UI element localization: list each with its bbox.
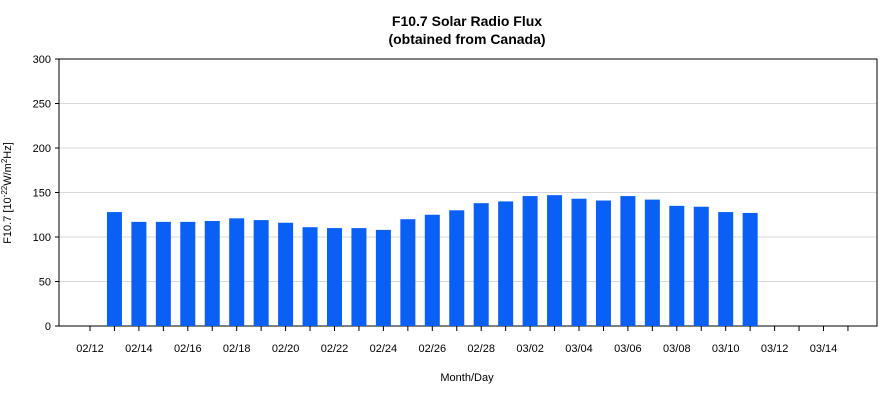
bar (106, 212, 122, 326)
y-tick-label: 250 (33, 99, 51, 111)
x-tick-label: 02/12 (76, 343, 104, 355)
x-tick-label: 02/18 (223, 343, 251, 355)
x-tick-label: 02/24 (370, 343, 398, 355)
bar (424, 214, 440, 326)
x-tick-label: 03/04 (565, 343, 593, 355)
gridlines (59, 103, 877, 282)
bar (595, 200, 611, 326)
y-axis-label-prefix: F10.7 [10 (2, 197, 14, 243)
bar (669, 205, 685, 326)
y-axis-label-suffix: Hz] (2, 142, 14, 159)
x-axis-label: Month/Day (440, 372, 494, 384)
y-axis-label: F10.7 [10-22W/m2Hz] (0, 142, 14, 244)
x-tick-label: 03/06 (614, 343, 642, 355)
bar (327, 228, 342, 326)
bar (547, 195, 563, 326)
x-tick-label: 02/22 (321, 343, 349, 355)
bars (106, 195, 758, 326)
x-tick-label: 03/12 (761, 343, 789, 355)
x-tick-label: 03/08 (663, 343, 691, 355)
x-tick-label: 02/16 (174, 343, 202, 355)
bar (204, 220, 220, 326)
bar (718, 212, 734, 326)
bar (571, 198, 587, 326)
x-tick-label: 03/14 (810, 343, 838, 355)
bar (155, 221, 171, 326)
y-axis-label-exp1: -22 (0, 185, 9, 197)
bar (449, 210, 465, 326)
x-tick-label: 02/20 (272, 343, 300, 355)
bar (351, 228, 367, 326)
y-tick-label: 0 (45, 321, 51, 333)
bar (522, 196, 538, 326)
x-tick-label: 02/26 (419, 343, 447, 355)
bar (644, 199, 660, 326)
y-axis: 0 50 100 150 200 250 300 (33, 54, 59, 333)
bar (131, 221, 147, 326)
y-axis-label-exp2: 2 (0, 158, 9, 163)
y-axis-label-mid: W/m (2, 163, 14, 186)
x-tick-label: 03/02 (516, 343, 544, 355)
bar (253, 220, 269, 326)
bar (229, 218, 245, 326)
bar (302, 227, 318, 326)
bar (375, 229, 391, 326)
y-tick-label: 200 (33, 143, 51, 155)
y-tick-label: 100 (33, 232, 51, 244)
x-tick-label: 02/28 (467, 343, 495, 355)
bar (620, 196, 636, 326)
bar (400, 219, 416, 326)
y-tick-label: 50 (39, 277, 51, 289)
bar (180, 221, 196, 326)
y-tick-label: 300 (33, 54, 51, 66)
bar (473, 203, 489, 326)
bar (693, 206, 709, 326)
x-tick-label: 03/10 (712, 343, 740, 355)
chart-subtitle: (obtained from Canada) (388, 31, 545, 47)
bar (278, 222, 294, 326)
bar (498, 201, 514, 326)
chart-title: F10.7 Solar Radio Flux (392, 13, 542, 29)
x-axis: 02/12 02/14 02/16 02/18 02/20 02/22 02/24 02/26… (76, 326, 849, 355)
x-tick-label: 02/14 (125, 343, 153, 355)
y-tick-label: 150 (33, 188, 51, 200)
bar (742, 212, 758, 326)
